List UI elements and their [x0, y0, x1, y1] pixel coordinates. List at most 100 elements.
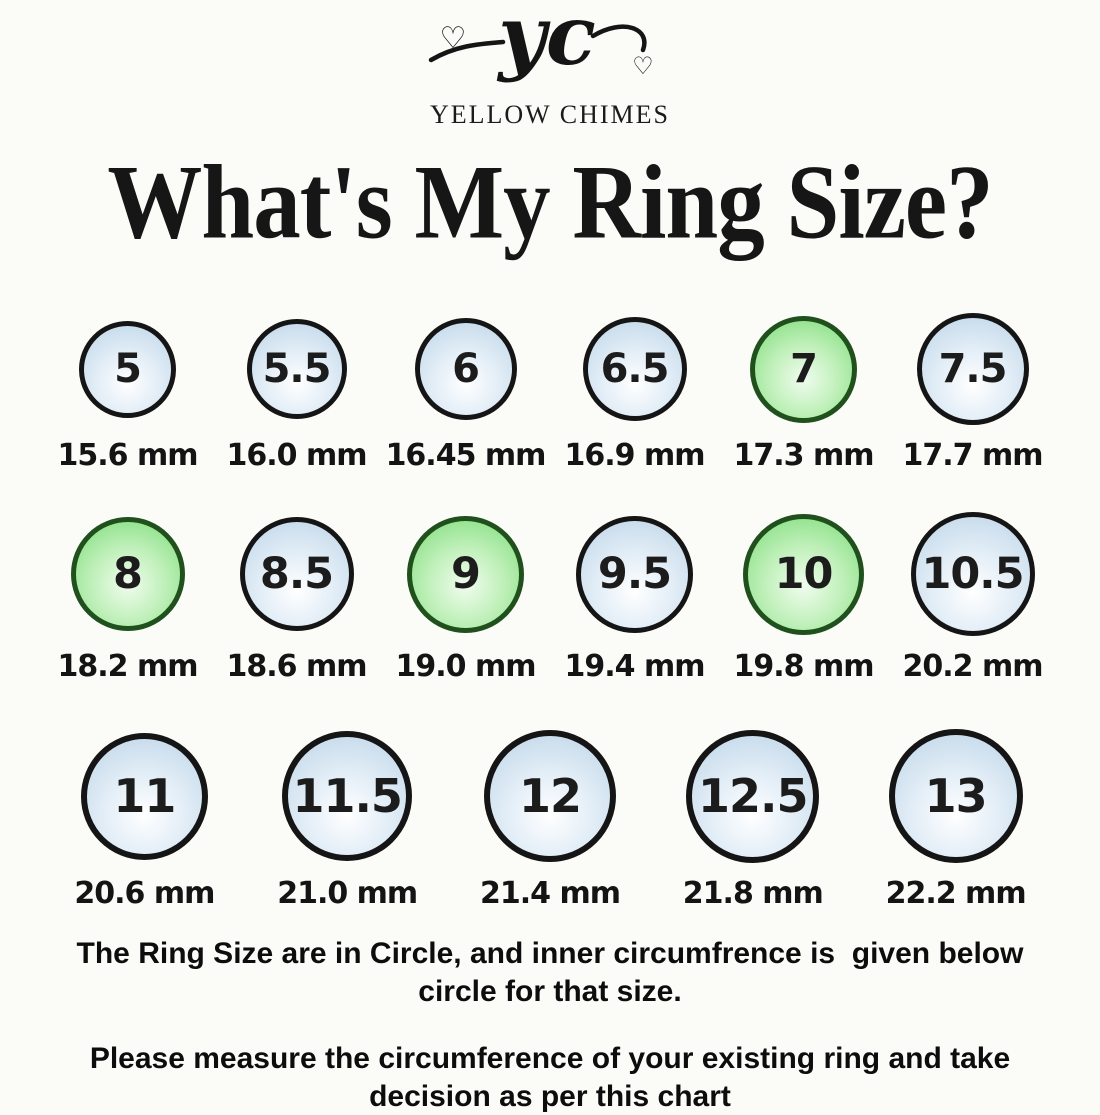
ring-circle: 11.5 [282, 731, 413, 861]
ring-row: 11 20.6 mm 11.5 21.0 mm 12 21.4 mm 12.5 21.8 mm… [43, 726, 1057, 911]
ring-cell-size-12.5: 12.5 21.8 mm [651, 726, 854, 911]
ring-circle: 6 [414, 318, 517, 420]
ring-circle: 12 [483, 730, 616, 862]
ring-size-number: 9.5 [597, 548, 672, 599]
ring-circle-area: 5.5 [246, 312, 347, 426]
ring-cell-size-6.5: 6.5 16.9 mm [550, 312, 719, 473]
ring-cell-size-8: 8 18.2 mm [43, 511, 212, 684]
circumference-label: 21.4 mm [480, 876, 621, 911]
ring-circle: 9.5 [576, 515, 693, 633]
circumference-label: 22.2 mm [885, 876, 1027, 911]
circumference-label: 16.9 mm [564, 438, 706, 473]
ring-circle: 10.5 [910, 512, 1035, 636]
ring-cell-size-6: 6 16.45 mm [381, 312, 550, 473]
ring-size-number: 11 [113, 769, 176, 823]
footer-notes: The Ring Size are in Circle, and inner c… [0, 935, 1100, 1115]
ring-cell-size-10: 10 19.8 mm [719, 511, 888, 684]
heart-icon: ♡ [632, 52, 654, 80]
ring-size-number: 9 [451, 548, 481, 599]
circumference-label: 20.6 mm [74, 876, 215, 911]
ring-circle-area: 13 [888, 726, 1023, 866]
circumference-label: 19.8 mm [733, 649, 875, 684]
ring-circle: 11 [80, 732, 208, 860]
ring-circle: 9 [407, 515, 524, 633]
ring-cell-size-9.5: 9.5 19.4 mm [550, 511, 719, 684]
ring-circle-area: 7.5 [916, 312, 1029, 426]
swash-left [428, 39, 506, 63]
ring-size-number: 6 [452, 346, 480, 392]
ring-size-number: 7.5 [938, 346, 1008, 392]
ring-size-number: 5 [114, 346, 142, 392]
monogram-graphic: ♡ yc ♡ [428, 2, 654, 84]
ring-cell-size-9: 9 19.0 mm [381, 511, 550, 684]
ring-circle-area: 9 [407, 511, 524, 637]
ring-cell-size-5: 5 15.6 mm [43, 312, 212, 473]
circumference-label: 21.0 mm [277, 876, 418, 911]
ring-cell-size-7.5: 7.5 17.7 mm [888, 312, 1057, 473]
note-line: Please measure the circumference of your… [89, 1042, 1011, 1075]
ring-size-number: 10.5 [921, 548, 1024, 599]
ring-size-number: 12 [518, 769, 582, 823]
ring-circle: 7.5 [916, 313, 1029, 425]
ring-circle-area: 9.5 [576, 511, 693, 637]
ring-size-number: 7 [790, 346, 818, 392]
ring-size-number: 11.5 [292, 769, 402, 823]
circumference-label: 20.2 mm [902, 649, 1044, 684]
circumference-label: 18.6 mm [226, 649, 368, 684]
circumference-label: 15.6 mm [57, 438, 199, 473]
ring-circle-area: 6 [414, 312, 517, 426]
ring-size-number: 12.5 [698, 769, 808, 823]
ring-circle: 7 [750, 315, 857, 423]
note-line: decision as per this chart [369, 1079, 731, 1113]
swash-right [590, 24, 647, 53]
ring-circle-area: 7 [750, 312, 857, 426]
ring-circle: 5.5 [246, 319, 347, 419]
ring-circle-area: 8.5 [239, 511, 354, 637]
ring-cell-size-11.5: 11.5 21.0 mm [246, 726, 449, 911]
ring-row: 8 18.2 mm 8.5 18.6 mm 9 19.0 mm 9.5 19.4 mm 10 19… [43, 511, 1057, 684]
ring-circle-area: 10.5 [910, 511, 1035, 637]
ring-size-number: 8.5 [259, 548, 334, 599]
circumference-label: 19.0 mm [395, 649, 537, 684]
ring-circle-area: 12.5 [686, 726, 820, 866]
circumference-label: 19.4 mm [564, 649, 706, 684]
ring-circle-area: 12 [483, 726, 616, 866]
ring-circle-area: 6.5 [582, 312, 687, 426]
ring-circle-area: 11 [80, 726, 208, 866]
ring-circle: 5 [79, 320, 176, 418]
heart-icon: ♡ [440, 21, 467, 56]
ring-circle: 13 [888, 729, 1023, 863]
ring-circle-area: 5 [79, 312, 176, 426]
ring-cell-size-7: 7 17.3 mm [719, 312, 888, 473]
ring-cell-size-10.5: 10.5 20.2 mm [888, 511, 1057, 684]
ring-cell-size-5.5: 5.5 16.0 mm [212, 312, 381, 473]
ring-circle: 8 [70, 517, 185, 631]
circumference-label: 18.2 mm [57, 649, 199, 684]
page-title: What's My Ring Size? [107, 142, 993, 261]
header: ♡ yc ♡ YELLOW CHIMES What's My Ring Size… [0, 0, 1100, 261]
ring-size-number: 8 [113, 548, 143, 599]
brand-monogram: ♡ yc ♡ [0, 2, 1100, 98]
ring-size-number: 10 [774, 548, 834, 599]
brand-logo: ♡ yc ♡ YELLOW CHIMES [0, 0, 1100, 130]
ring-circle: 10 [743, 513, 864, 635]
circumference-label: 16.0 mm [226, 438, 368, 473]
ring-circle: 6.5 [582, 317, 687, 421]
ring-cell-size-8.5: 8.5 18.6 mm [212, 511, 381, 684]
ring-cell-size-11: 11 20.6 mm [43, 726, 246, 911]
note-circumference-explanation: The Ring Size are in Circle, and inner c… [0, 935, 1100, 1010]
ring-size-number: 5.5 [262, 346, 332, 392]
ring-size-grid: 5 15.6 mm 5.5 16.0 mm 6 16.45 mm 6.5 16.9 mm 7 17… [43, 312, 1057, 911]
monogram-letters: yc [496, 2, 596, 84]
note-line: circle for that size. [418, 974, 682, 1008]
ring-cell-size-12: 12 21.4 mm [449, 726, 652, 911]
ring-circle-area: 11.5 [282, 726, 413, 866]
note-measure-instruction: Please measure the circumference of your… [0, 1040, 1100, 1115]
circumference-label: 17.7 mm [902, 438, 1044, 473]
ring-circle-area: 10 [743, 511, 864, 637]
ring-cell-size-13: 13 22.2 mm [854, 726, 1057, 911]
ring-circle: 12.5 [686, 729, 820, 863]
ring-row: 5 15.6 mm 5.5 16.0 mm 6 16.45 mm 6.5 16.9 mm 7 17… [43, 312, 1057, 473]
brand-name: YELLOW CHIMES [429, 100, 670, 129]
